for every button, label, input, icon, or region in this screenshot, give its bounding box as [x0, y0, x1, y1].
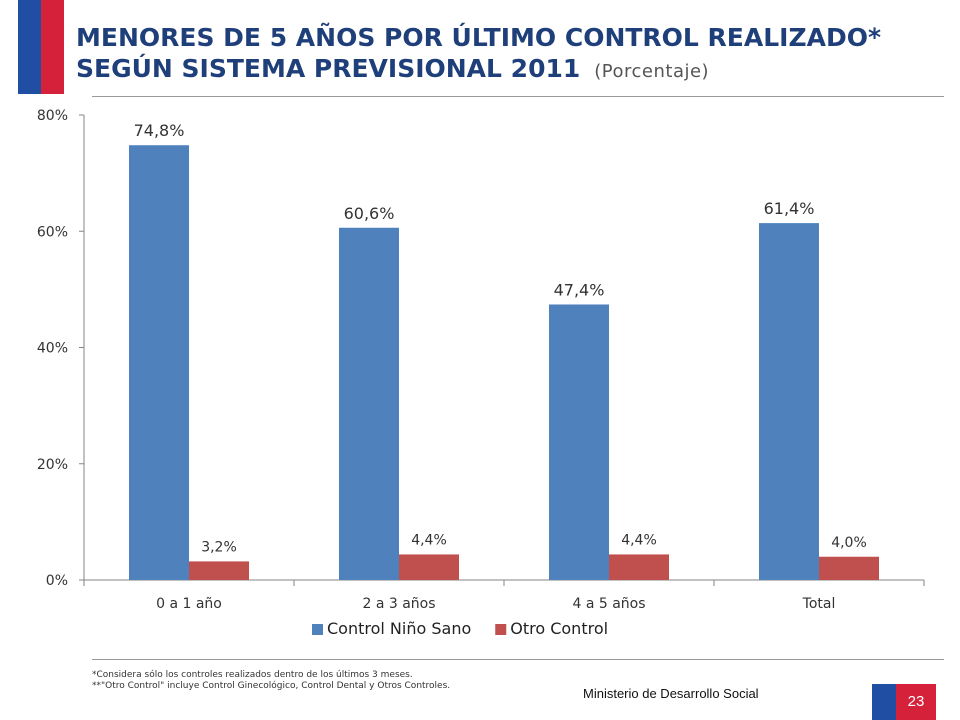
x-tick-label: Total	[802, 596, 836, 612]
data-label: 4,4%	[621, 532, 657, 548]
legend-label: Control Niño Sano	[327, 619, 471, 638]
ministry-name: Ministerio de Desarrollo Social	[583, 686, 759, 701]
legend-label: Otro Control	[510, 619, 608, 638]
y-tick-label: 40%	[37, 341, 68, 357]
title-line-2-text: SEGÚN SISTEMA PREVISIONAL 2011	[76, 54, 581, 83]
bar-control-nino-sano	[549, 304, 609, 580]
subtitle: (Porcentaje)	[594, 61, 710, 82]
data-label: 4,0%	[831, 535, 867, 551]
bar-otro-control	[189, 561, 249, 580]
page-badge-red	[896, 684, 936, 720]
y-tick-label: 60%	[37, 224, 68, 240]
data-label: 60,6%	[344, 204, 395, 223]
data-label: 74,8%	[134, 121, 185, 140]
bar-chart: 0% 20% 40% 60% 80% 0 a 1 año 2 a 3 años 4 a 5 a…	[37, 108, 925, 638]
footnote-2: **"Otro Control" incluye Control Ginecol…	[92, 681, 451, 691]
data-label: 3,2%	[201, 539, 237, 555]
flag-logo-strip	[18, 0, 64, 94]
bar-control-nino-sano	[339, 227, 399, 580]
legend-swatch	[312, 624, 323, 635]
page-number: 23	[907, 693, 925, 710]
bar-otro-control	[819, 556, 879, 580]
x-tick-label: 2 a 3 años	[362, 596, 435, 612]
title-line-2: SEGÚN SISTEMA PREVISIONAL 2011 (Porcentaj…	[76, 53, 956, 87]
data-label: 4,4%	[411, 532, 447, 548]
x-tick-label: 4 a 5 años	[572, 596, 645, 612]
y-tick-label: 80%	[37, 108, 68, 124]
x-tick-label: 0 a 1 año	[156, 596, 222, 612]
bar-control-nino-sano	[129, 145, 189, 580]
footnote-1: *Considera sólo los controles realizados…	[92, 670, 413, 680]
slide-title: MENORES DE 5 AÑOS POR ÚLTIMO CONTROL REA…	[76, 22, 956, 87]
page-badge-blue	[872, 684, 896, 720]
data-label: 47,4%	[554, 280, 605, 299]
title-line-1: MENORES DE 5 AÑOS POR ÚLTIMO CONTROL REA…	[76, 23, 882, 52]
flag-red-band	[41, 0, 64, 94]
data-label: 61,4%	[764, 199, 815, 218]
bar-otro-control	[399, 554, 459, 580]
legend-swatch	[495, 624, 507, 635]
y-tick-label: 0%	[46, 573, 68, 589]
header-divider	[92, 96, 944, 97]
footer-divider	[92, 659, 944, 660]
y-tick-label: 20%	[37, 457, 68, 473]
bar-otro-control	[609, 554, 669, 580]
page-number-badge: 23	[872, 684, 936, 720]
bar-control-nino-sano	[759, 223, 819, 581]
footnotes: *Considera sólo los controles realizados…	[92, 670, 450, 692]
flag-blue-band	[18, 0, 41, 94]
